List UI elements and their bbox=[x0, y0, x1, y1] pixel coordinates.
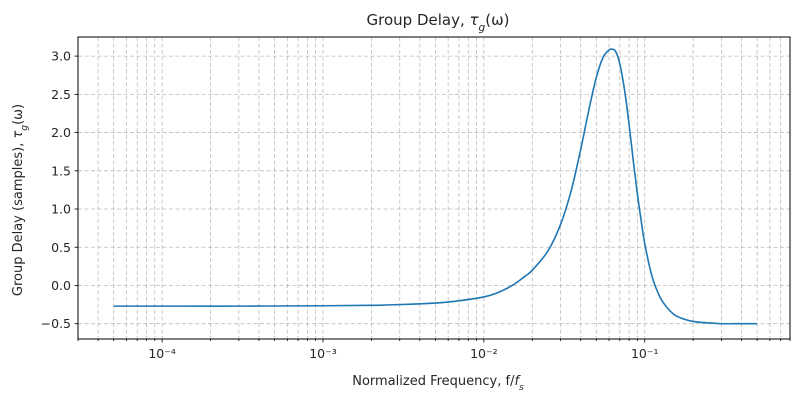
y-tick-label: 0.0 bbox=[51, 278, 71, 293]
y-tick-label: 2.5 bbox=[51, 87, 71, 102]
ticks: 10⁻⁴ 10⁻³ 10⁻² 10⁻¹ −0.5 0.0 0.5 1.0 1.5 2.0 2.5 3.… bbox=[41, 49, 791, 361]
chart-title: Group Delay, τg(ω) bbox=[367, 11, 510, 34]
x-axis-label: Normalized Frequency, f/fs bbox=[352, 374, 524, 393]
x-tick-label: 10⁻³ bbox=[309, 346, 337, 361]
y-tick-label: 1.0 bbox=[51, 202, 71, 217]
group-delay-line bbox=[113, 48, 758, 325]
x-tick-label: 10⁻¹ bbox=[631, 346, 659, 361]
x-tick-label: 10⁻² bbox=[470, 346, 498, 361]
grid bbox=[77, 37, 791, 339]
x-tick-label: 10⁻⁴ bbox=[148, 346, 176, 361]
plot-lines bbox=[113, 48, 758, 325]
y-tick-label: 1.5 bbox=[51, 163, 71, 178]
y-axis-label: Group Delay (samples), τg(ω) bbox=[11, 104, 30, 296]
y-tick-label: 3.0 bbox=[51, 49, 71, 64]
y-tick-label: 2.0 bbox=[51, 125, 71, 140]
y-tick-label: 0.5 bbox=[51, 240, 71, 255]
y-tick-label: −0.5 bbox=[41, 316, 71, 331]
plot-frame bbox=[77, 36, 791, 340]
